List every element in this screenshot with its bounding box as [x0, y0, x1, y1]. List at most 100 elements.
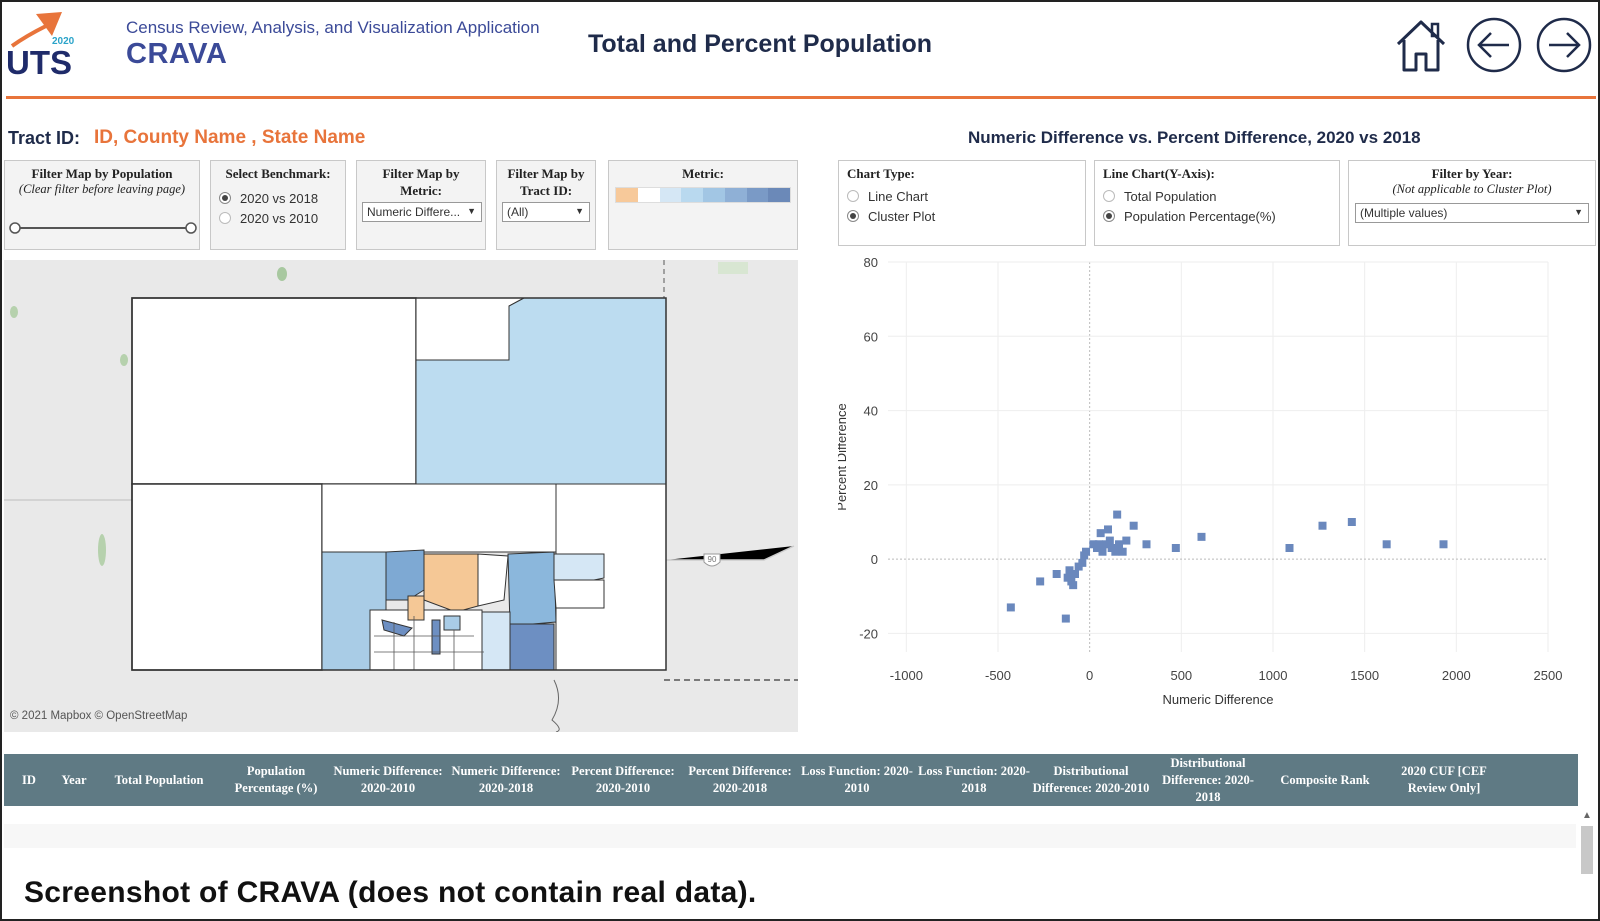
slider-max-handle[interactable]	[185, 222, 197, 234]
scatter-point[interactable]	[1318, 521, 1327, 530]
scatter-point[interactable]	[1098, 547, 1107, 556]
scatter-point[interactable]	[1142, 540, 1151, 549]
population-filter-title: Filter Map by Population	[31, 166, 173, 181]
column-header[interactable]: Population Percentage (%)	[234, 764, 318, 795]
radio-unselected-icon[interactable]	[1103, 190, 1115, 202]
metric-dropdown-value: Numeric Differe...	[367, 205, 461, 219]
scatter-point[interactable]	[1061, 614, 1070, 623]
metric-dropdown[interactable]: Numeric Differe... ▼	[362, 202, 482, 222]
scatter-point[interactable]	[1113, 510, 1122, 519]
tract-filter-title-2: Tract ID:	[519, 183, 573, 198]
column-header[interactable]: Year	[61, 772, 87, 787]
scatter-point[interactable]	[1065, 566, 1074, 575]
column-header[interactable]: Percent Difference: 2020-2018	[688, 764, 792, 795]
map-attribution: © 2021 Mapbox © OpenStreetMap	[10, 710, 188, 722]
logo-text: UTS	[6, 44, 72, 76]
app-name: CRAVA	[126, 38, 228, 70]
radio-unselected-icon[interactable]	[219, 212, 231, 224]
header-divider	[6, 96, 1596, 99]
scroll-thumb[interactable]	[1581, 826, 1593, 874]
scatter-point[interactable]	[1096, 529, 1105, 538]
column-header[interactable]: Percent Difference: 2020-2010	[571, 764, 675, 795]
scatter-point[interactable]	[1439, 540, 1448, 549]
benchmark-selector: Select Benchmark: 2020 vs 2018 2020 vs 2…	[210, 160, 346, 250]
home-icon[interactable]	[1392, 16, 1450, 74]
year-filter-title: Filter by Year:	[1431, 166, 1513, 181]
line-axis-percentage[interactable]: Population Percentage(%)	[1095, 206, 1339, 226]
metric-legend-title: Metric:	[682, 166, 724, 181]
scatter-point[interactable]	[1071, 570, 1079, 578]
radio-unselected-icon[interactable]	[847, 190, 859, 202]
page-title: Total and Percent Population	[588, 30, 933, 58]
scatter-point[interactable]	[1171, 544, 1180, 552]
arrow-left-icon[interactable]	[1465, 16, 1523, 74]
scatter-point[interactable]	[1069, 581, 1078, 590]
x-tick-label: 2500	[1534, 668, 1563, 683]
line-axis-selector: Line Chart(Y-Axis): Total Population Pop…	[1094, 160, 1340, 246]
column-header[interactable]: Numeric Difference: 2020-2010	[333, 764, 443, 795]
scatter-point[interactable]	[1129, 521, 1138, 530]
column-header[interactable]: Distributional Difference: 2020-2010	[1032, 764, 1150, 795]
scatter-point[interactable]	[1197, 532, 1206, 541]
scatter-point[interactable]	[1382, 540, 1391, 549]
slider-min-handle[interactable]	[9, 222, 21, 234]
year-dropdown-value: (Multiple values)	[1360, 206, 1448, 220]
scatter-point[interactable]	[1111, 547, 1120, 556]
chevron-down-icon[interactable]: ▼	[1574, 207, 1583, 217]
chart-type-title: Chart Type:	[847, 166, 915, 181]
chart-title: Numeric Difference vs. Percent Differenc…	[968, 128, 1421, 147]
scroll-up-icon[interactable]: ▲	[1582, 810, 1592, 821]
scatter-point[interactable]	[1052, 570, 1061, 578]
scatter-point[interactable]	[1094, 540, 1103, 549]
table-scrollbar[interactable]: ▲	[1578, 808, 1596, 874]
column-header[interactable]: Distributional Difference: 2020-2018	[1162, 755, 1254, 804]
chart-type-cluster[interactable]: Cluster Plot	[839, 206, 1085, 226]
scatter-point[interactable]	[1115, 540, 1123, 549]
scatter-point[interactable]	[1006, 603, 1015, 612]
chart-type-line[interactable]: Line Chart	[839, 186, 1085, 206]
scatter-point[interactable]	[1285, 544, 1294, 552]
y-tick-label: 80	[864, 255, 878, 270]
radio-selected-icon[interactable]	[1103, 210, 1115, 222]
scatter-point[interactable]	[1078, 558, 1087, 567]
population-filter-subtitle: (Clear filter before leaving page)	[18, 182, 186, 196]
data-table-header: ID Year Total Population Population Percent…	[4, 754, 1578, 806]
chart-type-option-label: Line Chart	[868, 188, 928, 204]
map-canvas[interactable]: 90	[4, 260, 798, 732]
table-row	[4, 824, 1576, 848]
benchmark-option-2010[interactable]: 2020 vs 2010	[211, 208, 345, 228]
chevron-down-icon[interactable]: ▼	[575, 206, 584, 216]
line-axis-total[interactable]: Total Population	[1095, 186, 1339, 206]
chart-type-option-label: Cluster Plot	[868, 208, 936, 224]
chevron-down-icon[interactable]: ▼	[467, 206, 476, 216]
highway-shield-icon: 90	[703, 553, 721, 567]
scatter-point[interactable]	[1347, 518, 1356, 526]
legend-swatch	[724, 188, 747, 202]
year-dropdown[interactable]: (Multiple values) ▼	[1355, 203, 1589, 223]
scatter-point[interactable]	[1118, 547, 1127, 556]
radio-selected-icon[interactable]	[219, 192, 231, 204]
column-header[interactable]: Numeric Difference: 2020-2018	[451, 764, 561, 795]
column-header[interactable]: Loss Function: 2020-2018	[918, 764, 1030, 795]
scatter-point[interactable]	[1122, 536, 1131, 545]
arrow-right-icon[interactable]	[1535, 16, 1593, 74]
column-header[interactable]: Composite Rank	[1280, 772, 1370, 787]
scatter-point[interactable]	[1082, 547, 1090, 556]
tract-dropdown[interactable]: (All) ▼	[502, 202, 590, 222]
population-range-slider[interactable]	[9, 221, 197, 235]
column-header[interactable]: Loss Function: 2020-2010	[801, 764, 913, 795]
scatter-point[interactable]	[1036, 577, 1045, 586]
scatter-point[interactable]	[1104, 525, 1112, 534]
column-header[interactable]: ID	[22, 772, 36, 787]
scatter-points	[1006, 510, 1448, 623]
scatter-plot[interactable]: -1000 -500 0 500 1000 1500 2000 2500 -20 0 20 40 60 8…	[838, 252, 1598, 722]
column-header[interactable]: 2020 CUF [CEF Review Only]	[1401, 764, 1487, 795]
scatter-point[interactable]	[1105, 536, 1114, 545]
column-header[interactable]: Total Population	[114, 772, 204, 787]
y-tick-label: -20	[859, 626, 878, 641]
y-tick-label: 0	[871, 552, 878, 567]
legend-swatch	[637, 188, 660, 202]
radio-selected-icon[interactable]	[847, 210, 859, 222]
tract-map[interactable]: 90 © 2021 Mapbox © Ope	[4, 260, 798, 732]
benchmark-option-2018[interactable]: 2020 vs 2018	[211, 188, 345, 208]
